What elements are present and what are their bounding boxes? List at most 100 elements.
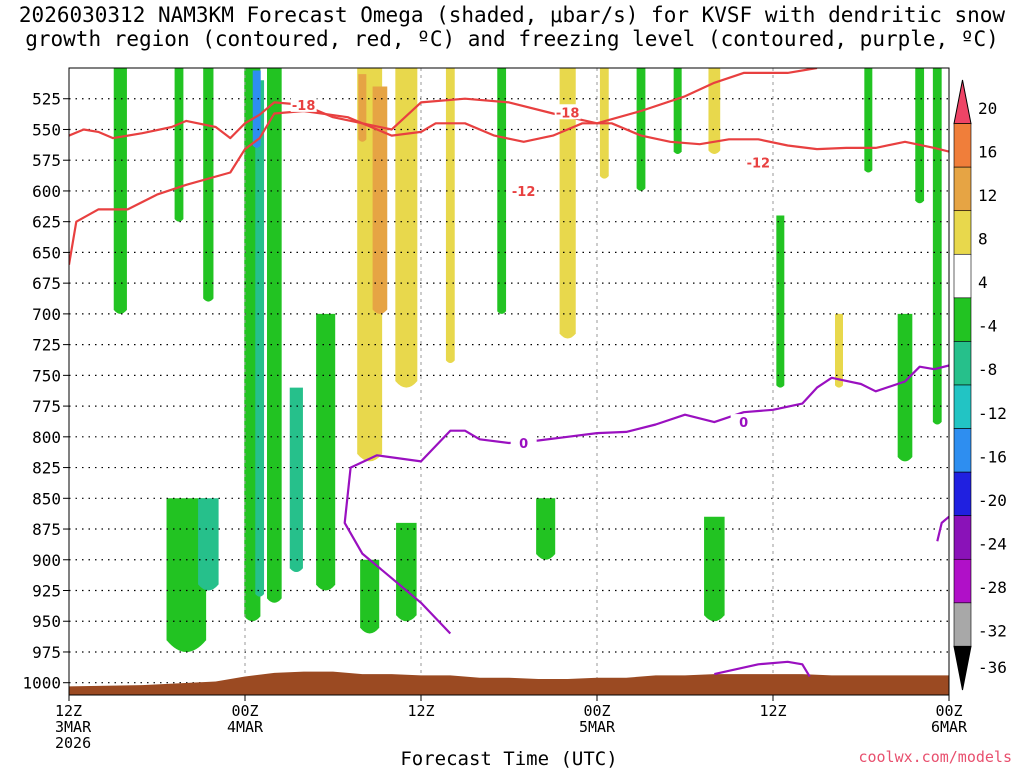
contour-label-bg-3 — [745, 154, 772, 170]
omega-upward-moderate-0 — [113, 68, 127, 314]
terrain-fill — [69, 671, 949, 695]
y-tick-label-775: 775 — [32, 397, 61, 416]
omega-upward-moderate-15 — [360, 559, 380, 634]
x-tick-label-60-0: 00Z — [935, 702, 962, 720]
omega-upward-moderate-13 — [166, 498, 207, 652]
y-tick-label-875: 875 — [32, 520, 61, 539]
contour-dgz-minus12 — [69, 101, 949, 153]
y-tick-label-725: 725 — [32, 336, 61, 355]
contour-label-0: -18 — [292, 99, 316, 114]
colorbar-swatch-1 — [953, 123, 972, 168]
contour-label-bg-0 — [290, 96, 317, 112]
y-tick-label-600: 600 — [32, 182, 61, 201]
colorbar: 20 16 12 8 4 -4 -8 -12 -16 -20 -24 -28 -32 -36 — [953, 79, 1007, 691]
colorbar-swatch-12 — [953, 602, 972, 647]
colorbar-swatch-10 — [953, 515, 972, 560]
omega-downward-weak-6 — [835, 313, 843, 388]
colorbar-label--8: -8 — [978, 360, 997, 379]
omega-upward-moderate-12 — [932, 68, 942, 425]
colorbar-label--20: -20 — [978, 491, 1007, 510]
chart-title-line2: growth region (contoured, red, ºC) and f… — [25, 27, 999, 51]
colorbar-label--36: -36 — [978, 658, 1007, 677]
colorbar-label-20: 20 — [978, 99, 997, 118]
colorbar-label--4: -4 — [978, 317, 997, 336]
omega-upward-strong-1 — [289, 387, 303, 573]
x-tick-label-0-0: 12Z — [55, 702, 82, 720]
omega-upward-moderate-17 — [704, 516, 725, 622]
contour-labels: -18 -18 -12 -12 0 0 — [290, 96, 772, 452]
colorbar-label--32: -32 — [978, 622, 1007, 641]
colorbar-label-16: 16 — [978, 142, 997, 161]
chart-title-line1: 2026030312 NAM3KM Forecast Omega (shaded… — [19, 3, 1006, 27]
omega-upward-moderate-4 — [267, 68, 282, 603]
contour-label-bg-5 — [730, 414, 757, 430]
y-tick-label-550: 550 — [32, 120, 61, 139]
y-tick-label-700: 700 — [32, 305, 61, 324]
colorbar-swatch-6 — [953, 341, 972, 386]
omega-shading — [113, 68, 942, 652]
contour-label-bg-4 — [510, 434, 537, 450]
x-tick-label-12-1: 4MAR — [227, 718, 264, 736]
omega-downward-moderate-0 — [372, 86, 388, 314]
plot-area: -18 -18 -12 -12 0 0 — [69, 68, 949, 695]
omega-upward-moderate-5 — [316, 313, 336, 591]
omega-upward-moderate-9 — [915, 68, 925, 204]
contour-freezing-surface — [714, 660, 811, 678]
omega-upward-moderate-14 — [396, 522, 417, 622]
omega-upward-strong-2 — [198, 498, 219, 591]
y-tick-label-800: 800 — [32, 428, 61, 447]
y-tick-label-650: 650 — [32, 243, 61, 262]
y-tick-label-850: 850 — [32, 489, 61, 508]
x-tick-label-0-1: 3MAR — [55, 718, 92, 736]
omega-upward-strong-0 — [255, 80, 265, 597]
x-tick-label-0-2: 2026 — [55, 734, 91, 752]
colorbar-label--24: -24 — [978, 535, 1007, 554]
x-tick-label-36-0: 00Z — [583, 702, 610, 720]
contour-label-4: 0 — [519, 437, 528, 452]
colorbar-swatch-0 — [953, 79, 972, 125]
y-tick-label-575: 575 — [32, 151, 61, 170]
omega-downward-weak-3 — [559, 68, 576, 339]
colorbar-label-8: 8 — [978, 230, 988, 249]
y-tick-label-750: 750 — [32, 366, 61, 385]
omega-upward-moderate-16 — [536, 498, 556, 560]
omega-upward-moderate-8 — [673, 68, 682, 155]
omega-downward-weak-1 — [395, 68, 418, 388]
colorbar-label-4: 4 — [978, 273, 988, 292]
omega-upward-moderate-10 — [864, 68, 873, 173]
y-tick-label-900: 900 — [32, 551, 61, 570]
contour-freezing-0 — [343, 364, 949, 635]
contour-label-bg-2 — [510, 182, 537, 198]
colorbar-label--16: -16 — [978, 447, 1007, 466]
colorbar-swatch-5 — [953, 297, 972, 342]
y-tick-label-975: 975 — [32, 643, 61, 662]
y-tick-label-625: 625 — [32, 213, 61, 232]
y-tick-label-925: 925 — [32, 582, 61, 601]
omega-downward-weak-2 — [445, 68, 455, 364]
contour-label-1: -18 — [556, 106, 580, 121]
x-tick-label-60-1: 6MAR — [931, 718, 968, 736]
contour-label-3: -12 — [747, 157, 771, 172]
colorbar-swatch-7 — [953, 384, 972, 429]
y-tick-label-675: 675 — [32, 274, 61, 293]
colorbar-swatch-11 — [953, 558, 972, 604]
y-tick-label-950: 950 — [32, 612, 61, 631]
omega-upward-moderate-11 — [897, 313, 913, 462]
y-tick-label-525: 525 — [32, 90, 61, 109]
colorbar-swatch-9 — [953, 471, 972, 517]
credit-text: coolwx.com/models — [858, 748, 1012, 766]
y-tick-label-825: 825 — [32, 459, 61, 478]
contour-label-5: 0 — [739, 416, 748, 431]
colorbar-swatch-3 — [953, 210, 972, 255]
colorbar-label--12: -12 — [978, 404, 1007, 423]
x-axis-label: Forecast Time (UTC) — [400, 748, 617, 768]
omega-upward-moderate-18 — [776, 215, 785, 388]
x-tick-label-48-0: 12Z — [759, 702, 786, 720]
contour-label-2: -12 — [512, 185, 536, 200]
contour-freezing-right — [936, 515, 949, 542]
omega-downward-weak-5 — [708, 68, 721, 155]
omega-upward-moderate-2 — [203, 68, 214, 302]
x-tick-label-36-1: 5MAR — [579, 718, 616, 736]
colorbar-swatch-4 — [953, 253, 972, 299]
